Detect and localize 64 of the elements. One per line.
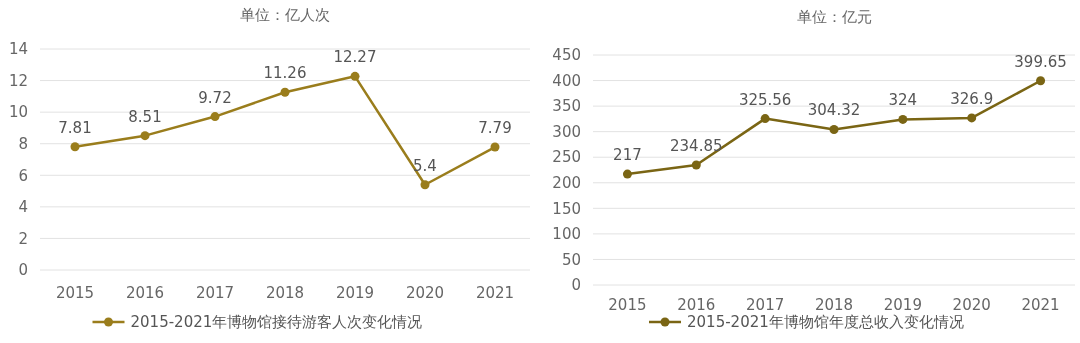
point xyxy=(898,114,908,124)
y-tick-label: 4 xyxy=(18,198,28,217)
data-label: 5.4 xyxy=(413,156,437,175)
x-tick-label: 2018 xyxy=(814,296,854,314)
y-tick-label: 14 xyxy=(8,40,28,59)
data-label: 217 xyxy=(613,146,642,165)
chart-title: 单位：亿人次 xyxy=(240,6,330,24)
point xyxy=(210,112,220,122)
y-tick-label: 200 xyxy=(552,174,581,193)
point xyxy=(622,169,632,179)
point xyxy=(420,180,430,190)
data-label: 8.51 xyxy=(128,107,162,126)
data-label: 7.79 xyxy=(478,119,512,138)
point xyxy=(829,124,839,134)
x-tick-label: 2015 xyxy=(55,284,95,302)
x-tick-label: 2016 xyxy=(125,284,165,302)
x-tick-label: 2020 xyxy=(405,284,445,302)
x-tick-label: 2019 xyxy=(883,296,922,314)
data-label: 234.85 xyxy=(670,136,723,155)
y-tick-label: 300 xyxy=(552,122,581,141)
y-tick-label: 2 xyxy=(18,229,28,248)
y-tick-label: 10 xyxy=(8,103,28,122)
data-label: 304.32 xyxy=(807,101,861,120)
x-tick-label: 2016 xyxy=(677,296,716,314)
point xyxy=(280,87,290,97)
x-tick-label: 2017 xyxy=(195,284,235,302)
data-label: 9.72 xyxy=(198,88,232,107)
point xyxy=(691,160,701,170)
data-label: 12.27 xyxy=(333,48,377,67)
data-label: 324 xyxy=(888,91,918,110)
y-tick-label: 6 xyxy=(18,166,28,185)
x-tick-label: 2018 xyxy=(265,284,305,302)
y-tick-label: 8 xyxy=(18,134,28,153)
x-tick-label: 2017 xyxy=(746,296,785,314)
data-label: 325.56 xyxy=(738,90,792,109)
point xyxy=(140,131,150,141)
point xyxy=(350,71,360,81)
y-tick-label: 0 xyxy=(18,261,28,280)
data-label: 399.65 xyxy=(1014,52,1067,71)
data-label: 326.9 xyxy=(950,89,994,108)
point xyxy=(967,113,977,123)
y-tick-label: 450 xyxy=(552,46,581,65)
y-tick-label: 350 xyxy=(552,97,581,116)
x-tick-label: 2019 xyxy=(335,284,375,302)
y-tick-label: 50 xyxy=(561,250,581,269)
data-label: 7.81 xyxy=(58,118,92,137)
y-tick-label: 150 xyxy=(552,199,581,218)
x-tick-label: 2020 xyxy=(952,296,991,314)
y-tick-label: 250 xyxy=(552,148,581,167)
point xyxy=(490,142,500,152)
y-tick-label: 0 xyxy=(571,276,581,295)
point xyxy=(760,114,770,124)
chart-title: 单位：亿元 xyxy=(796,8,872,26)
x-tick-label: 2021 xyxy=(1021,296,1060,314)
point xyxy=(1036,76,1046,86)
y-tick-label: 12 xyxy=(8,71,28,90)
data-label: 11.26 xyxy=(263,64,307,83)
y-tick-label: 100 xyxy=(552,225,581,244)
legend-label: 2015-2021年博物馆接待游客人次变化情况 xyxy=(130,313,423,331)
legend-label: 2015-2021年博物馆年度总收入变化情况 xyxy=(687,313,964,331)
y-tick-label: 400 xyxy=(552,71,581,90)
x-tick-label: 2015 xyxy=(608,296,647,314)
x-tick-label: 2021 xyxy=(475,284,515,302)
point xyxy=(70,142,80,152)
